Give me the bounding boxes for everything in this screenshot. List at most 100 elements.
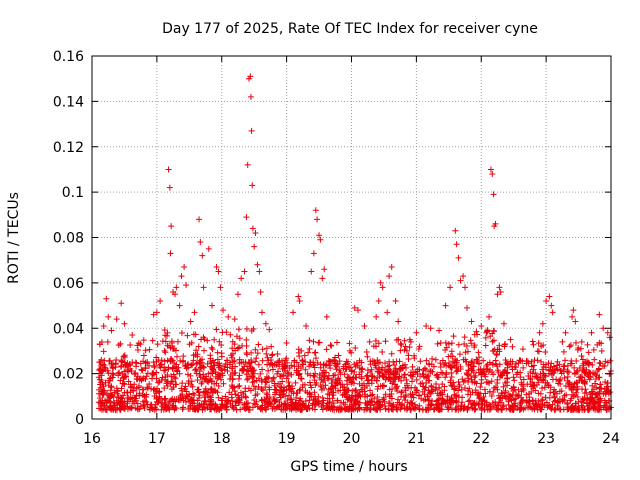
x-tick-label: 17 [148, 431, 166, 447]
x-axis-label: GPS time / hours [290, 459, 407, 475]
data-point [283, 375, 290, 382]
data-point [153, 406, 160, 413]
data-point [235, 375, 242, 382]
data-point-peak [487, 166, 494, 173]
data-point [302, 366, 309, 373]
data-point-peak [217, 284, 224, 291]
data-point [200, 347, 207, 354]
data-point [335, 387, 342, 394]
data-point [248, 359, 255, 366]
data-point [111, 402, 118, 409]
data-point [386, 400, 393, 407]
data-point [310, 359, 317, 366]
data-point [509, 366, 516, 373]
data-point [591, 356, 598, 363]
data-point [146, 346, 153, 353]
data-point [156, 378, 163, 385]
data-point [482, 342, 489, 349]
data-point [465, 375, 472, 382]
data-point [329, 376, 336, 383]
data-point [193, 366, 200, 373]
data-point [174, 353, 181, 360]
data-point [149, 375, 156, 382]
data-point [551, 386, 558, 393]
data-point [397, 340, 404, 347]
data-point [224, 398, 231, 405]
data-point [185, 398, 192, 405]
data-point [573, 379, 580, 386]
data-point [464, 371, 471, 378]
data-point [285, 370, 292, 377]
data-point [587, 374, 594, 381]
data-point [453, 392, 460, 399]
data-point [373, 377, 380, 384]
data-point [153, 354, 160, 361]
data-point-peak [295, 293, 302, 300]
data-point-peak [308, 268, 315, 275]
data-point [235, 383, 242, 390]
data-point [135, 406, 142, 413]
data-point [584, 341, 591, 348]
data-point [454, 367, 461, 374]
data-point [223, 357, 230, 364]
data-point [448, 340, 455, 347]
data-point [244, 351, 251, 358]
data-point [398, 341, 405, 348]
data-point [478, 376, 485, 383]
data-point-peak [478, 322, 485, 329]
data-point [250, 374, 257, 381]
data-point-peak [468, 318, 475, 325]
data-point [446, 359, 453, 366]
data-point [408, 369, 415, 376]
data-point [262, 378, 269, 385]
data-point [194, 402, 201, 409]
data-point [184, 361, 191, 368]
data-point-peak [562, 329, 569, 336]
data-point-peak [247, 93, 254, 100]
data-point [397, 406, 404, 413]
data-point-peak [140, 352, 147, 359]
data-point [124, 389, 131, 396]
data-point [356, 371, 363, 378]
data-point [201, 364, 208, 371]
data-point [447, 363, 454, 370]
data-point [549, 401, 556, 408]
data-point [214, 349, 221, 356]
data-point [573, 386, 580, 393]
data-point [173, 367, 180, 374]
data-point [607, 389, 614, 396]
data-point [171, 374, 178, 381]
data-point [134, 400, 141, 407]
data-point [146, 381, 153, 388]
data-point [491, 328, 498, 335]
data-point [306, 379, 313, 386]
data-point [394, 396, 401, 403]
data-point [561, 374, 568, 381]
data-point [200, 371, 207, 378]
data-point [427, 368, 434, 375]
data-point [143, 373, 150, 380]
data-point [95, 374, 102, 381]
data-point [194, 353, 201, 360]
data-point [364, 367, 371, 374]
data-point-peak [100, 322, 107, 329]
data-point [322, 369, 329, 376]
data-point [604, 380, 611, 387]
data-point [339, 381, 346, 388]
data-point-peak [549, 309, 556, 316]
data-point [216, 338, 223, 345]
data-point [128, 405, 135, 412]
data-point [420, 397, 427, 404]
data-point-peak [252, 229, 259, 236]
data-point [426, 405, 433, 412]
data-point-peak [157, 298, 164, 305]
data-point [166, 398, 173, 405]
data-point [414, 387, 421, 394]
data-point [281, 359, 288, 366]
data-point [328, 342, 335, 349]
data-point [269, 351, 276, 358]
data-point [107, 406, 114, 413]
data-point [248, 349, 255, 356]
data-point [546, 394, 553, 401]
data-point [139, 375, 146, 382]
